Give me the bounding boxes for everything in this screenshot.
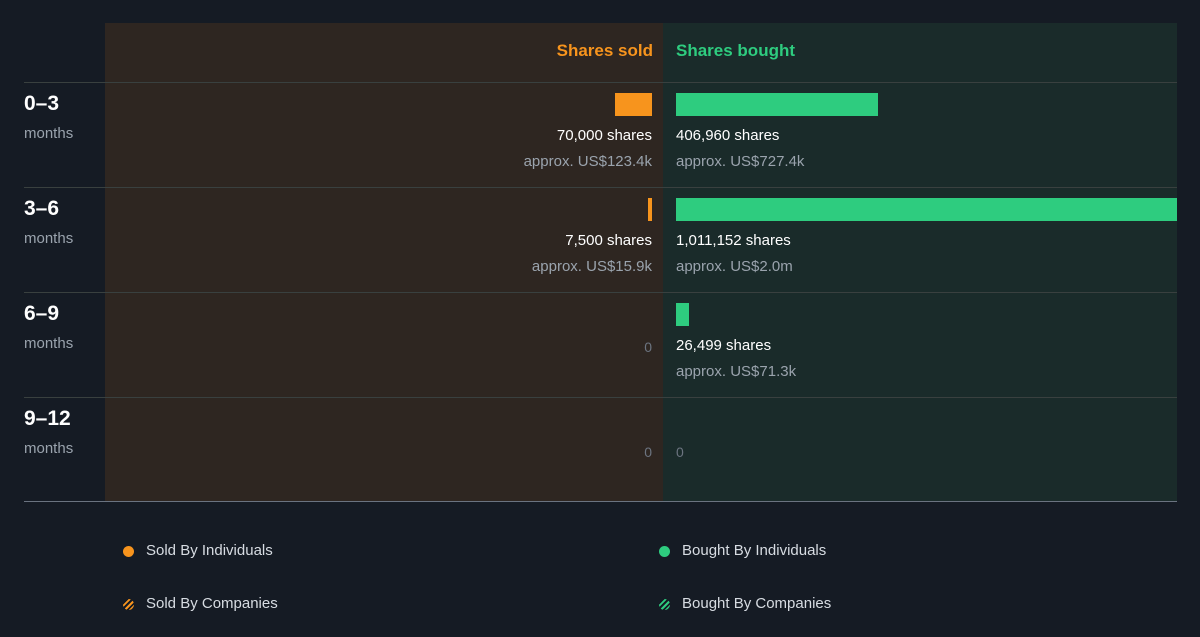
row-divider: [24, 292, 1177, 293]
period-label: 6–9: [24, 302, 60, 325]
sold-shares-label: 7,500 shares: [565, 232, 652, 249]
period-unit-label: months: [24, 335, 74, 352]
header-divider: [24, 82, 1177, 83]
bought-bar: [676, 303, 689, 326]
period-unit-label: months: [24, 440, 74, 457]
bought-value-label: approx. US$71.3k: [676, 363, 797, 380]
period-unit-label: months: [24, 230, 74, 247]
period-label: 3–6: [24, 197, 60, 220]
sold-value-label: approx. US$15.9k: [531, 258, 652, 275]
period-label: 0–3: [24, 92, 60, 115]
period-label: 9–12: [24, 407, 71, 430]
striped-swatch-icon: [123, 598, 134, 610]
shares-bought-header: Shares bought: [676, 41, 796, 60]
sold-bar: [648, 198, 652, 221]
legend-label: Bought By Companies: [682, 595, 832, 612]
sold-zero-label: 0: [644, 444, 652, 460]
period-row: 0–3 months 70,000 shares approx. US$123.4k 4…: [0, 82, 1200, 187]
legend-item: Sold By Companies: [123, 594, 278, 614]
bought-value-label: approx. US$727.4k: [676, 153, 805, 170]
sold-shares-label: 70,000 shares: [556, 127, 652, 144]
bought-shares-label: 1,011,152 shares: [676, 232, 791, 249]
bought-value-label: approx. US$2.0m: [676, 258, 793, 275]
bought-bar: [676, 198, 1177, 221]
period-row: 3–6 months 7,500 shares approx. US$15.9k 1,0…: [0, 187, 1200, 292]
period-row: 9–12 months 0 0: [0, 397, 1200, 502]
legend-item: Bought By Companies: [659, 594, 831, 614]
row-divider: [24, 187, 1177, 188]
sold-zero-label: 0: [644, 339, 652, 355]
bought-bar: [676, 93, 878, 116]
shares-sold-header: Shares sold: [556, 41, 653, 60]
sold-value-label: approx. US$123.4k: [523, 153, 652, 170]
bought-shares-label: 26,499 shares: [676, 337, 772, 354]
row-divider: [24, 397, 1177, 398]
period-unit-label: months: [24, 125, 74, 142]
solid-swatch-icon: [659, 545, 670, 557]
striped-swatch-icon: [659, 598, 670, 610]
sold-bar: [615, 93, 652, 116]
legend-label: Sold By Individuals: [146, 542, 273, 559]
bought-shares-label: 406,960 shares: [676, 127, 780, 144]
legend-item: Sold By Individuals: [123, 541, 273, 561]
legend-label: Bought By Individuals: [682, 542, 827, 559]
bought-zero-label: 0: [676, 444, 684, 460]
shares-sold-panel: [105, 23, 663, 501]
period-row: 6–9 months 0 26,499 shares approx. US$71.3k: [0, 292, 1200, 397]
solid-swatch-icon: [123, 545, 134, 557]
chart-baseline: [24, 501, 1177, 502]
legend-label: Sold By Companies: [146, 595, 278, 612]
legend-item: Bought By Individuals: [659, 541, 826, 561]
